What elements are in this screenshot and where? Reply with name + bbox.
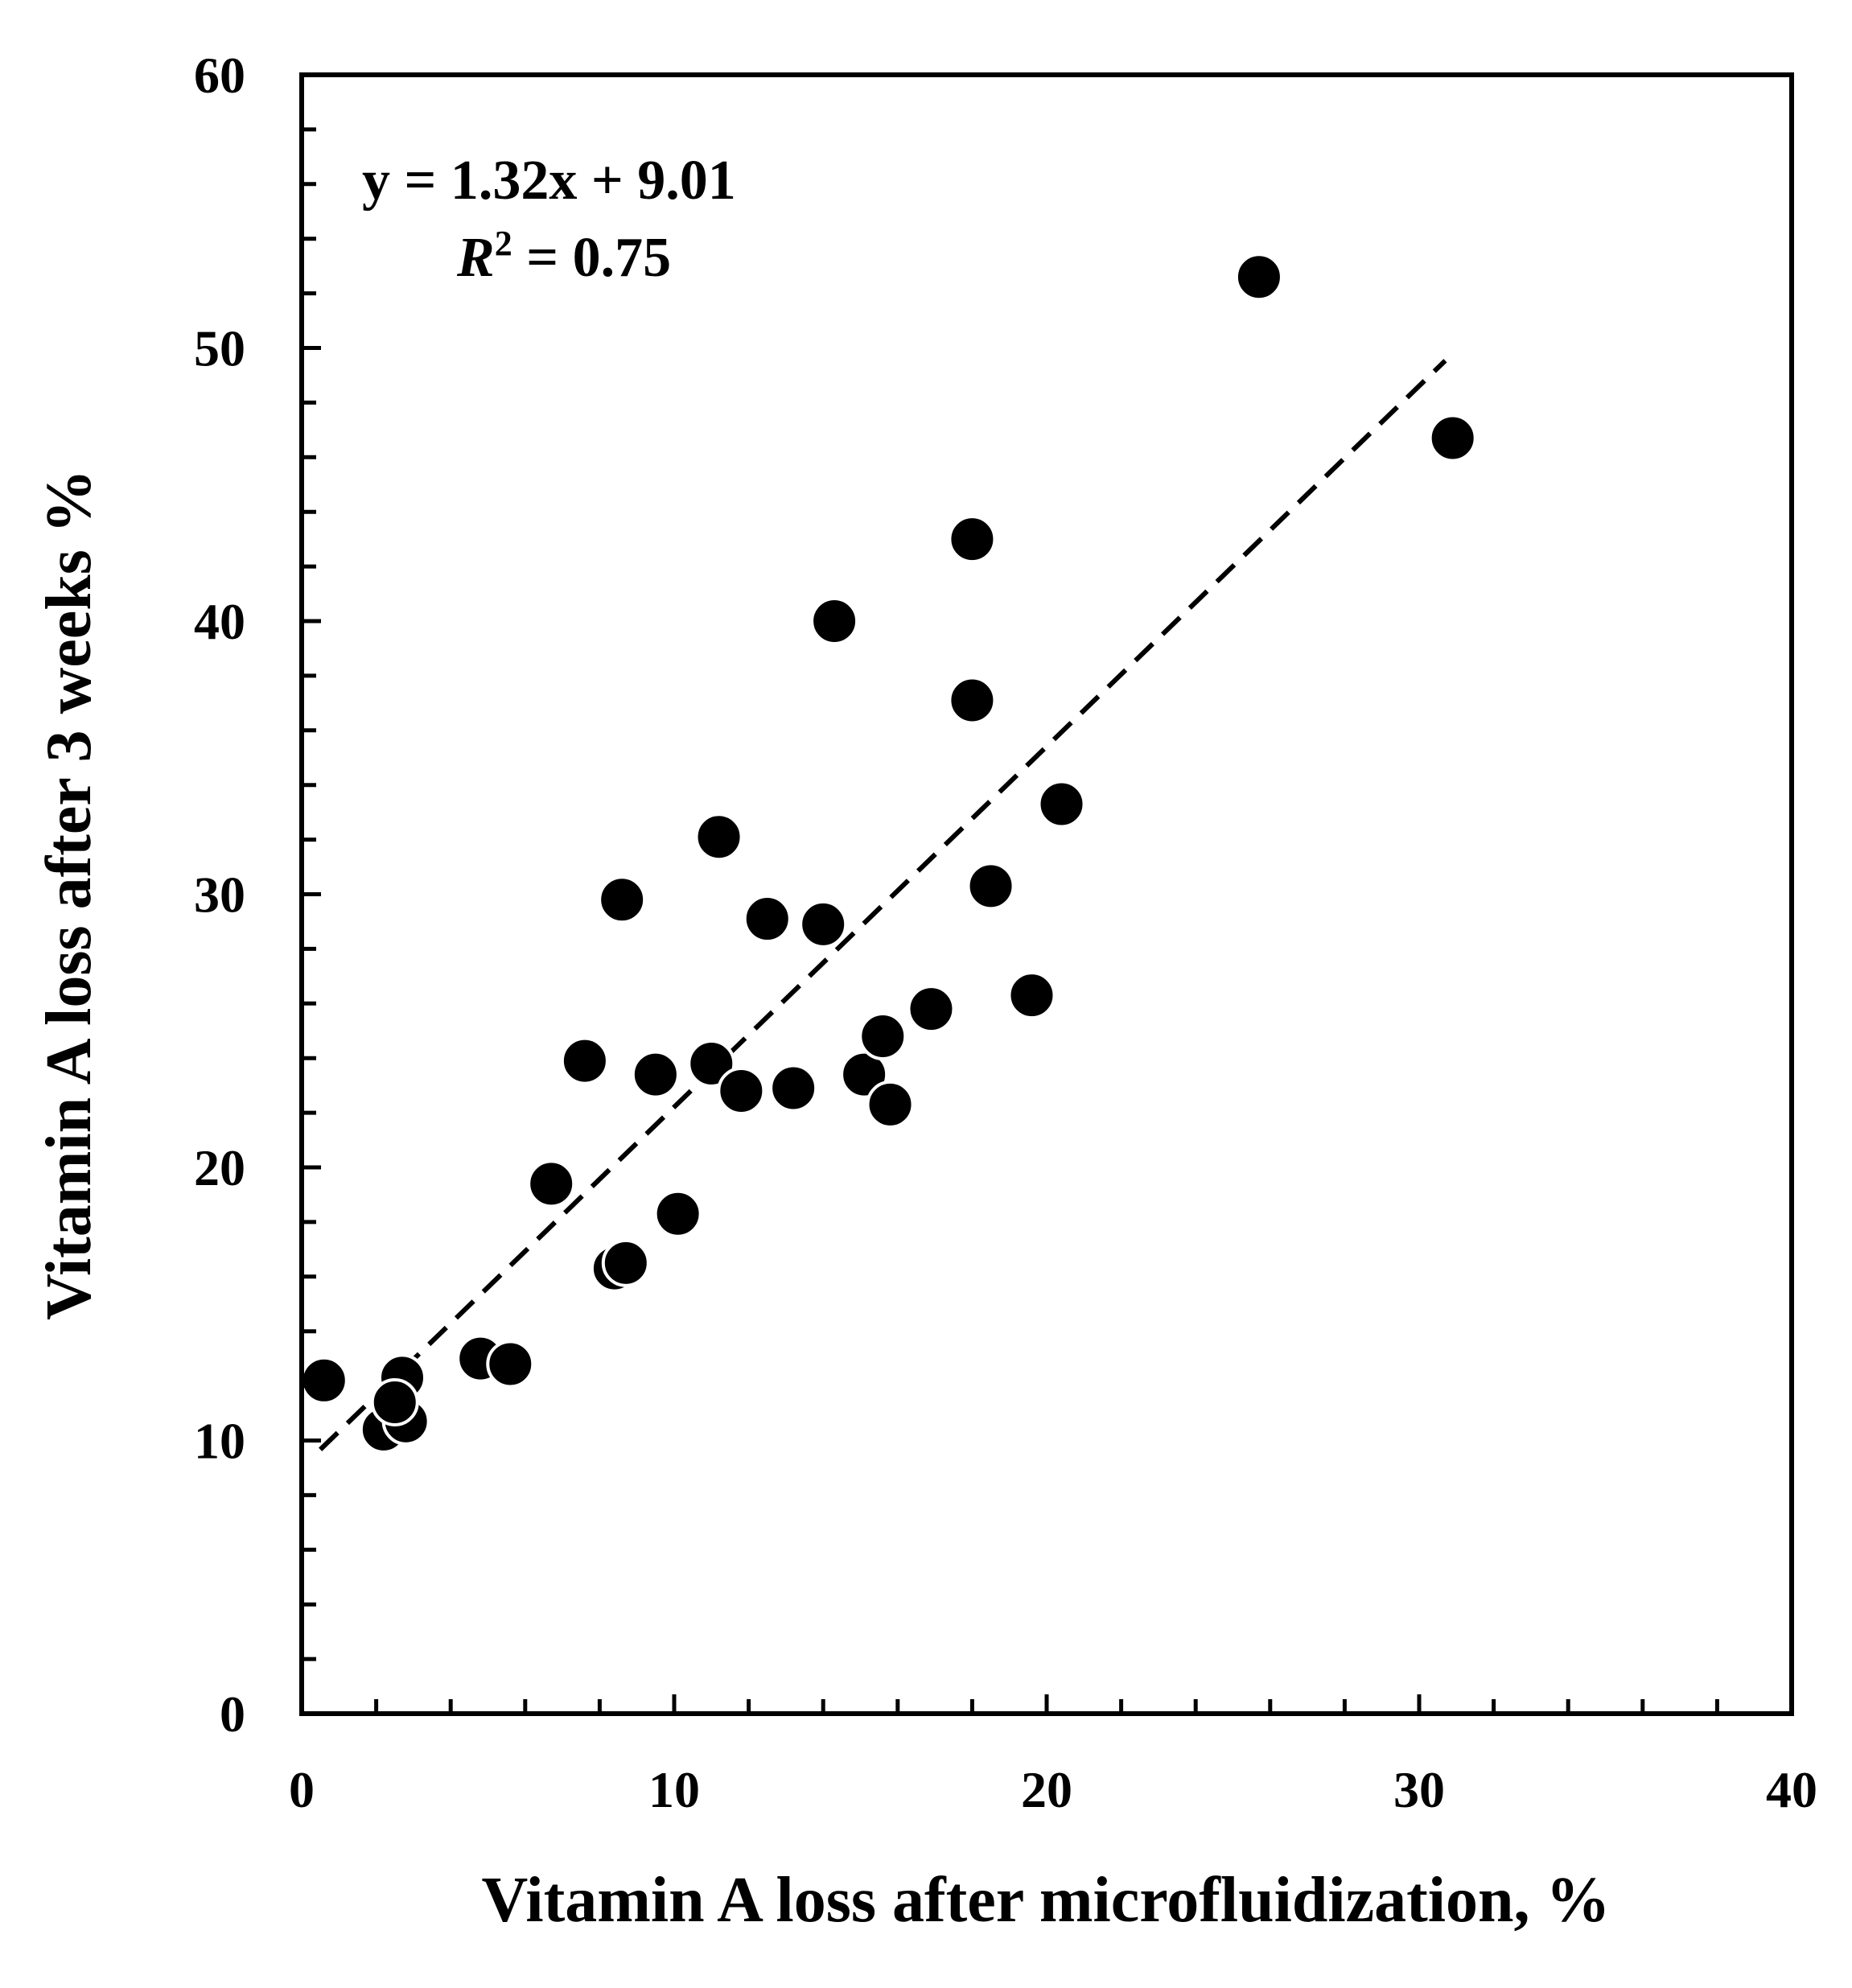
data-point bbox=[486, 1340, 535, 1389]
data-point bbox=[653, 1189, 702, 1238]
data-point bbox=[687, 1039, 736, 1088]
regression-equation: y = 1.32x + 9.01 bbox=[362, 150, 736, 212]
x-tick-label: 20 bbox=[1021, 1761, 1072, 1818]
data-point bbox=[631, 1050, 680, 1099]
data-point bbox=[769, 1064, 818, 1113]
data-point bbox=[299, 1356, 348, 1405]
r-squared-symbol: R bbox=[456, 227, 495, 289]
data-point bbox=[717, 1066, 766, 1115]
y-tick-label: 50 bbox=[194, 320, 245, 377]
r-squared-annotation: R2 = 0.75 bbox=[456, 224, 671, 289]
data-point bbox=[1234, 253, 1283, 302]
y-tick-label: 10 bbox=[194, 1413, 245, 1470]
x-tick-label: 10 bbox=[648, 1761, 700, 1818]
data-point bbox=[560, 1036, 609, 1085]
y-tick-label: 30 bbox=[194, 866, 245, 924]
axis-ticks bbox=[302, 127, 1719, 1714]
y-axis-title: Vitamin A loss after 3 weeks % bbox=[34, 469, 105, 1320]
data-point bbox=[948, 515, 997, 564]
x-axis-tick-labels: 0 10 20 30 40 bbox=[289, 1761, 1817, 1818]
x-tick-label: 40 bbox=[1766, 1761, 1817, 1818]
data-point bbox=[527, 1159, 576, 1208]
data-points bbox=[299, 253, 1477, 1454]
y-tick-label: 40 bbox=[194, 593, 245, 650]
x-tick-label: 30 bbox=[1393, 1761, 1445, 1818]
r-squared-value: = 0.75 bbox=[512, 227, 671, 289]
data-point bbox=[799, 899, 848, 949]
x-tick-label: 0 bbox=[289, 1761, 315, 1818]
data-point bbox=[601, 1238, 650, 1287]
trendline-layer bbox=[319, 359, 1447, 1451]
data-point bbox=[1428, 414, 1477, 463]
r-squared-superscript: 2 bbox=[495, 224, 512, 263]
data-point bbox=[866, 1080, 915, 1129]
y-tick-label: 60 bbox=[194, 47, 245, 104]
data-point bbox=[948, 676, 997, 725]
trendline bbox=[319, 359, 1447, 1451]
data-point bbox=[858, 1012, 907, 1061]
y-axis-tick-labels: 0 10 20 30 40 50 60 bbox=[194, 47, 245, 1743]
y-tick-label: 0 bbox=[220, 1685, 245, 1743]
data-point bbox=[370, 1377, 419, 1426]
data-point bbox=[598, 875, 647, 924]
x-axis-title: Vitamin A loss after microfluidization, … bbox=[482, 1865, 1611, 1936]
data-point bbox=[743, 895, 792, 944]
data-point bbox=[810, 597, 859, 645]
data-point bbox=[1037, 780, 1086, 829]
data-point bbox=[694, 813, 743, 862]
data-point bbox=[907, 985, 956, 1034]
data-point bbox=[1007, 971, 1056, 1020]
data-point bbox=[966, 862, 1015, 911]
y-tick-label: 20 bbox=[194, 1139, 245, 1196]
